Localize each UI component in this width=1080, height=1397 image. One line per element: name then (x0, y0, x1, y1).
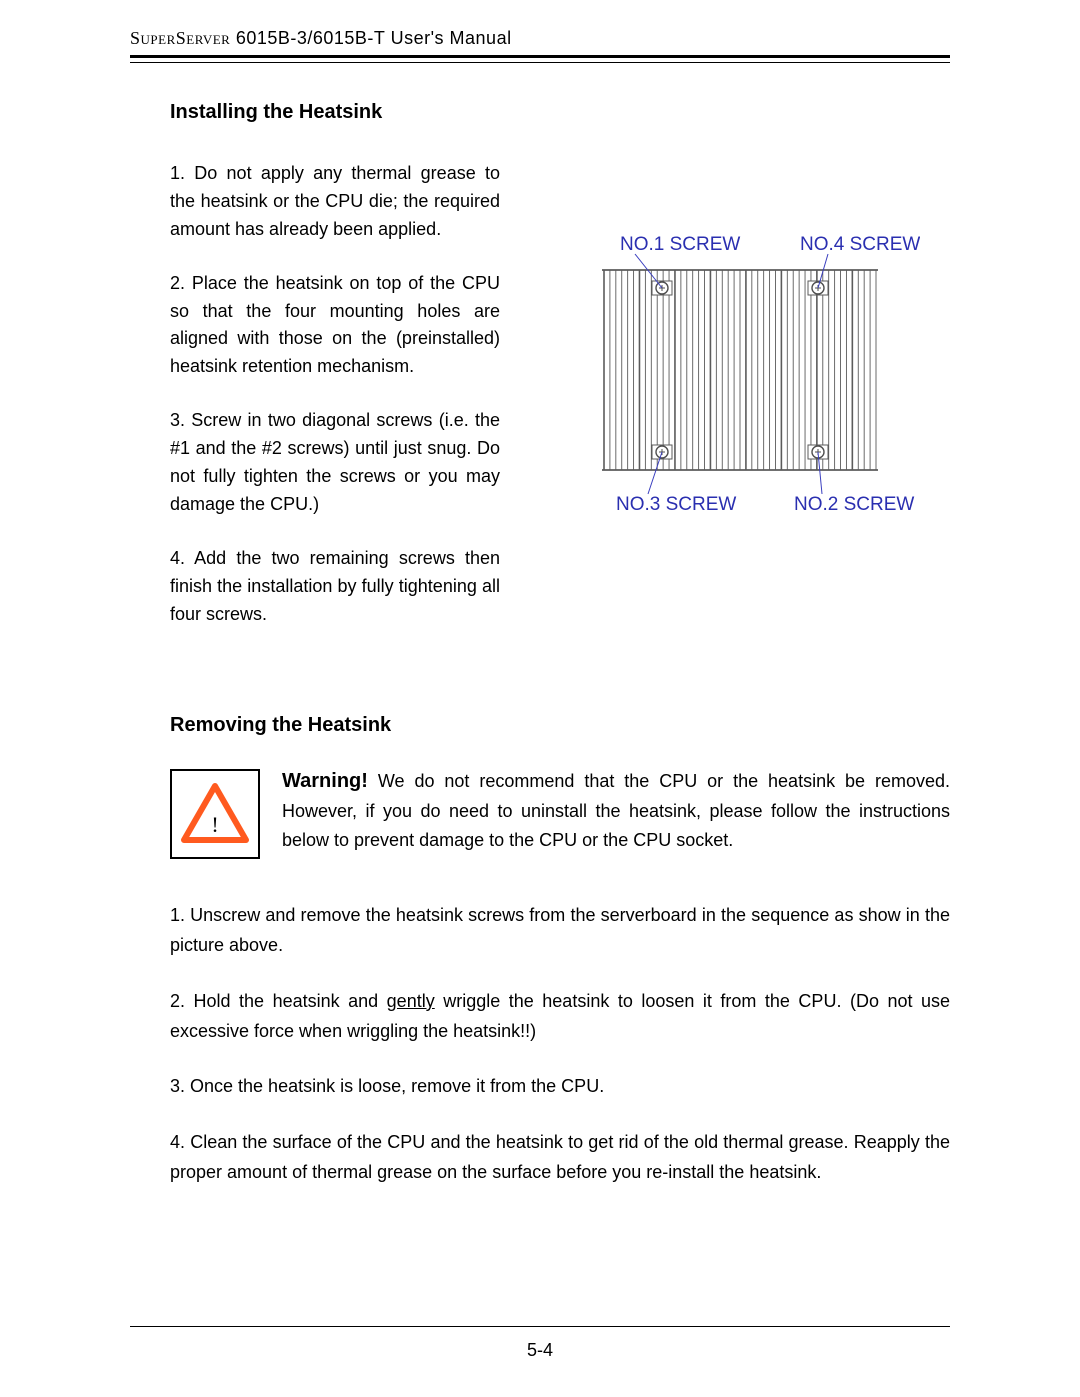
header-suffix: 6015B-3/6015B-T User's Manual (230, 28, 511, 48)
install-step-3: 3. Screw in two diagonal screws (i.e. th… (170, 407, 500, 519)
remove-step-2: 2. Hold the heatsink and gently wriggle … (170, 987, 950, 1046)
manual-page: SuperServer 6015B-3/6015B-T User's Manua… (0, 0, 1080, 1397)
heatsink-diagram-column: NO.1 SCREW NO.4 SCREW NO.3 SCREW NO.2 SCREW (530, 160, 950, 654)
install-steps-column: 1. Do not apply any thermal grease to th… (170, 160, 500, 654)
header-rule (130, 55, 950, 63)
warning-label: Warning! (282, 770, 368, 792)
running-header: SuperServer 6015B-3/6015B-T User's Manua… (130, 0, 950, 49)
remove-step-2-underlined: gently (387, 991, 435, 1011)
heatsink-diagram: NO.1 SCREW NO.4 SCREW NO.3 SCREW NO.2 SCREW (560, 230, 920, 530)
svg-text:NO.1 SCREW: NO.1 SCREW (620, 234, 740, 255)
install-step-4: 4. Add the two remaining screws then fin… (170, 545, 500, 629)
install-two-column: 1. Do not apply any thermal grease to th… (170, 160, 950, 654)
remove-step-1: 1. Unscrew and remove the heatsink screw… (170, 901, 950, 960)
remove-step-2-pre: 2. Hold the heatsink and (170, 991, 387, 1011)
page-number: 5-4 (0, 1340, 1080, 1361)
warning-body: We do not recommend that the CPU or the … (282, 771, 950, 850)
section-title-install: Installing the Heatsink (170, 101, 950, 124)
warning-triangle-icon: ! (180, 782, 250, 846)
svg-text:NO.3 SCREW: NO.3 SCREW (616, 494, 736, 515)
svg-text:!: ! (211, 812, 218, 837)
warning-block: ! Warning! We do not recommend that the … (170, 765, 950, 859)
warning-text: Warning! We do not recommend that the CP… (282, 765, 950, 859)
header-product: SuperServer (130, 28, 230, 48)
svg-text:NO.2 SCREW: NO.2 SCREW (794, 494, 914, 515)
install-step-2: 2. Place the heatsink on top of the CPU … (170, 270, 500, 382)
warning-icon-box: ! (170, 769, 260, 859)
footer-rule (130, 1326, 950, 1327)
section-title-remove: Removing the Heatsink (170, 714, 950, 737)
remove-step-3: 3. Once the heatsink is loose, remove it… (170, 1072, 950, 1102)
remove-step-4: 4. Clean the surface of the CPU and the … (170, 1128, 950, 1187)
install-step-1: 1. Do not apply any thermal grease to th… (170, 160, 500, 244)
svg-text:NO.4 SCREW: NO.4 SCREW (800, 234, 920, 255)
